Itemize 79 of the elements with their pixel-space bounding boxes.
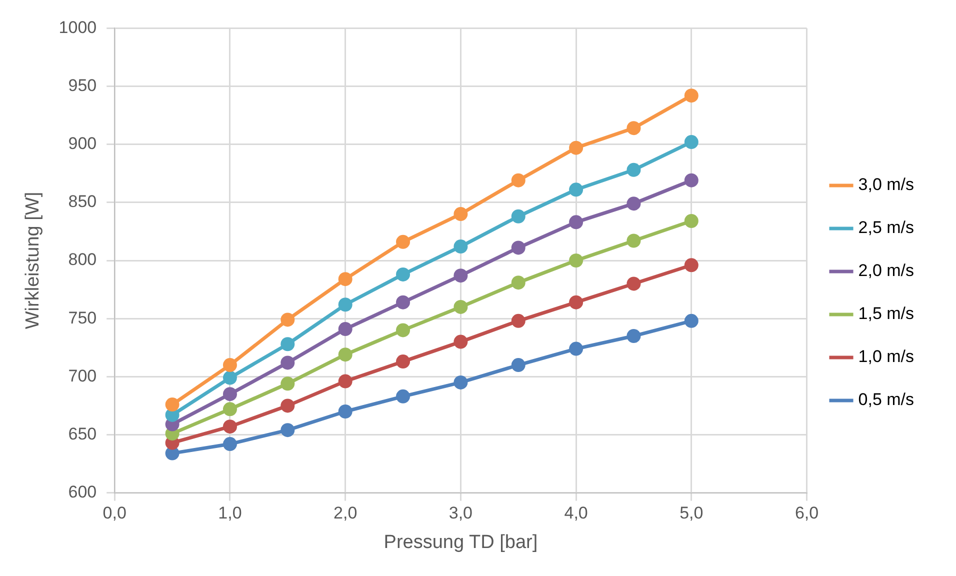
point xyxy=(280,312,295,327)
x-tick-label: 5,0 xyxy=(680,504,704,523)
point xyxy=(626,234,641,248)
point xyxy=(454,334,468,349)
x-tick-label: 0,0 xyxy=(102,504,126,523)
point xyxy=(454,375,468,390)
y-tick-label: 900 xyxy=(68,134,97,154)
legend-label: 1,0 m/s xyxy=(858,347,914,366)
y-tick-label: 1000 xyxy=(58,18,97,37)
point xyxy=(684,173,698,188)
point xyxy=(569,182,584,197)
point xyxy=(511,314,526,328)
point xyxy=(454,240,468,254)
point xyxy=(569,254,584,268)
point xyxy=(338,374,352,388)
point xyxy=(511,209,526,224)
point xyxy=(626,121,641,136)
point xyxy=(222,402,237,416)
y-tick-label: 600 xyxy=(68,482,97,502)
point xyxy=(454,268,468,283)
point xyxy=(396,295,410,310)
point xyxy=(280,376,295,391)
point xyxy=(511,240,526,255)
point xyxy=(511,276,526,290)
point xyxy=(280,337,295,352)
y-tick-label: 700 xyxy=(68,366,97,386)
point xyxy=(165,398,180,412)
point xyxy=(338,298,352,312)
point xyxy=(626,329,641,343)
x-axis-title: Pressung TD [bar] xyxy=(384,532,538,553)
y-tick-label: 750 xyxy=(68,308,97,328)
point xyxy=(396,234,410,249)
legend-label: 2,5 m/s xyxy=(858,218,914,238)
point xyxy=(454,300,468,314)
point xyxy=(626,162,641,177)
point xyxy=(569,295,584,310)
y-tick-label: 650 xyxy=(68,424,97,444)
point xyxy=(684,135,698,150)
point xyxy=(684,314,698,328)
point xyxy=(396,354,410,369)
legend-label: 1,5 m/s xyxy=(858,304,914,324)
point xyxy=(222,370,237,385)
point xyxy=(569,140,584,155)
point xyxy=(511,358,526,372)
point xyxy=(222,387,237,402)
point xyxy=(626,276,641,291)
point xyxy=(684,88,698,103)
point xyxy=(338,272,352,286)
point xyxy=(222,437,237,452)
y-tick-label: 850 xyxy=(68,192,97,212)
point xyxy=(684,258,698,272)
point xyxy=(684,214,698,228)
x-tick-label: 4,0 xyxy=(564,504,588,523)
point xyxy=(569,215,584,230)
y-tick-label: 800 xyxy=(68,250,97,270)
point xyxy=(280,356,295,370)
legend-label: 0,5 m/s xyxy=(858,390,914,410)
point xyxy=(338,348,352,362)
point xyxy=(222,358,237,372)
point xyxy=(454,207,468,222)
legend-label: 3,0 m/s xyxy=(858,175,914,194)
point xyxy=(280,398,295,413)
point xyxy=(396,389,410,404)
x-tick-label: 2,0 xyxy=(334,504,358,523)
point xyxy=(396,323,410,338)
point xyxy=(511,173,526,188)
point xyxy=(396,267,410,282)
point xyxy=(280,423,295,438)
y-axis-title: Wirkleistung [W] xyxy=(22,192,44,330)
x-tick-label: 1,0 xyxy=(218,504,242,523)
point xyxy=(338,404,352,418)
point xyxy=(569,342,584,356)
point xyxy=(222,420,237,434)
x-tick-label: 3,0 xyxy=(448,504,473,523)
point xyxy=(626,196,641,211)
point xyxy=(338,322,352,336)
y-tick-label: 950 xyxy=(68,76,97,95)
legend-label: 2,0 m/s xyxy=(858,261,914,280)
x-tick-label: 6,0 xyxy=(794,504,819,523)
